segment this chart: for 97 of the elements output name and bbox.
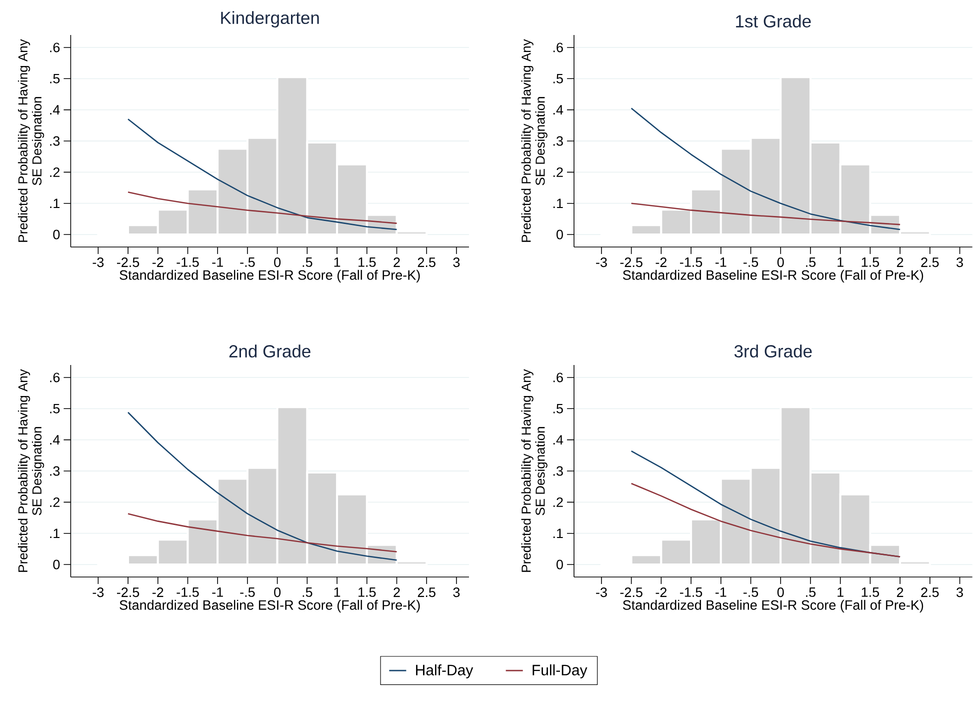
x-tick-label: 1 [838,258,844,267]
x-tick-label: .5 [302,588,312,597]
x-tick-label: 0 [274,588,281,598]
x-tick-label: -2.5 [116,258,140,268]
line-series [630,108,901,230]
x-tick-label: .5 [806,258,816,267]
x-tick-label: -1.5 [680,258,702,267]
chart-title: 1st Grade [736,14,811,28]
x-tick-label: .5 [302,258,312,267]
x-tick-label: -.5 [743,258,758,267]
y-tick-label: 0 [556,560,563,570]
y-tick-label: .5 [553,404,563,414]
x-tick-label: -1 [716,258,726,267]
x-tick-label: -2.5 [620,588,642,598]
x-tick-label: 0 [777,588,784,598]
x-tick-label: -1 [716,588,726,597]
x-tick-label: 0 [274,258,281,268]
y-axis-title: Predicted Probability of Having Any SE Designation [18,39,44,242]
x-tick-label: -2 [656,258,667,267]
y-axis-title: Predicted Probability of Having Any SE Designation [521,39,548,242]
x-tick-label: -3 [92,258,104,268]
x-tick-label: 1.5 [862,588,880,597]
x-tick-label: 0 [777,258,784,268]
x-tick-label: 3 [956,588,963,598]
y-tick-label: .3 [553,136,563,146]
x-tick-label: -1.5 [680,588,702,597]
y-tick-label: .4 [50,105,60,114]
x-tick-label: -2 [152,258,164,267]
x-tick-label: 2.5 [418,258,436,268]
y-tick-label: .2 [553,497,563,507]
y-tick-label: .5 [553,74,563,84]
x-tick-label: 1 [334,588,340,597]
y-tick-label: 0 [556,230,563,240]
x-axis-title: Standardized Baseline ESI-R Score (Fall of Pre-K) [622,270,924,282]
y-tick-label: .4 [553,435,564,444]
y-tick-label: .5 [50,404,60,414]
x-tick-label: 2.5 [921,258,939,268]
x-tick-label: 2 [394,588,400,597]
x-tick-label: 3 [453,588,460,598]
x-tick-label: -2.5 [620,258,642,268]
x-tick-label: -.5 [240,588,255,597]
y-tick-label: .3 [50,136,60,146]
x-tick-label: 3 [453,258,460,268]
x-axis-title: Standardized Baseline ESI-R Score (Fall of Pre-K) [622,600,924,612]
y-tick-label: .2 [553,167,563,177]
line-series [630,482,901,558]
x-tick-label: 1 [838,588,844,597]
y-tick-label: .6 [553,42,563,52]
x-tick-label: 2 [896,588,904,597]
x-tick-label: -1 [212,588,223,597]
x-tick-label: -3 [92,588,104,598]
y-axis-title: Predicted Probability of Having Any SE Designation [18,369,44,572]
y-tick-label: 0 [53,560,60,570]
x-tick-label: -1 [212,258,223,267]
legend-label: Full-Day [532,664,588,678]
x-tick-label: 2 [394,258,400,267]
x-tick-label: 2.5 [921,588,939,598]
x-tick-label: 1.5 [862,258,880,267]
line-series [630,202,901,226]
y-tick-label: .1 [50,198,60,208]
x-tick-label: -3 [596,588,607,598]
legend-label: Half-Day [416,664,474,678]
x-tick-label: 2 [896,258,904,267]
chart-title: Kindergarten [221,11,319,28]
y-tick-label: .1 [553,528,563,538]
x-axis-title: Standardized Baseline ESI-R Score (Fall of Pre-K) [120,600,420,612]
x-tick-label: 3 [956,258,963,268]
x-tick-label: -2.5 [116,588,140,598]
y-tick-label: .5 [50,74,60,84]
y-tick-label: .3 [50,466,60,476]
y-tick-label: .6 [50,42,60,52]
y-tick-label: .6 [553,372,563,382]
x-tick-label: 1.5 [358,258,376,267]
x-tick-label: -.5 [240,258,255,267]
x-tick-label: 1 [334,258,340,267]
x-tick-label: -1.5 [176,588,199,597]
x-tick-label: -1.5 [176,258,199,267]
y-axis-title: Predicted Probability of Having Any SE Designation [521,369,548,572]
x-tick-label: 1.5 [358,588,376,597]
y-tick-label: .4 [553,105,564,114]
x-tick-label: -2 [656,588,667,597]
y-tick-label: .2 [50,167,60,177]
x-tick-label: -3 [596,258,607,268]
chart-title: 2nd Grade [229,344,310,358]
x-tick-label: .5 [806,588,816,597]
y-tick-label: 0 [53,230,60,240]
y-tick-label: .3 [553,466,563,476]
x-tick-label: -.5 [743,588,758,597]
x-tick-label: -2 [152,588,164,597]
y-tick-label: .6 [50,372,60,382]
x-axis-title: Standardized Baseline ESI-R Score (Fall of Pre-K) [120,270,420,282]
y-tick-label: .1 [553,198,563,208]
y-tick-label: .2 [50,497,60,507]
x-tick-label: 2.5 [418,588,436,598]
chart-title: 3rd Grade [734,344,812,358]
y-tick-label: .1 [50,528,60,538]
y-tick-label: .4 [50,435,60,444]
